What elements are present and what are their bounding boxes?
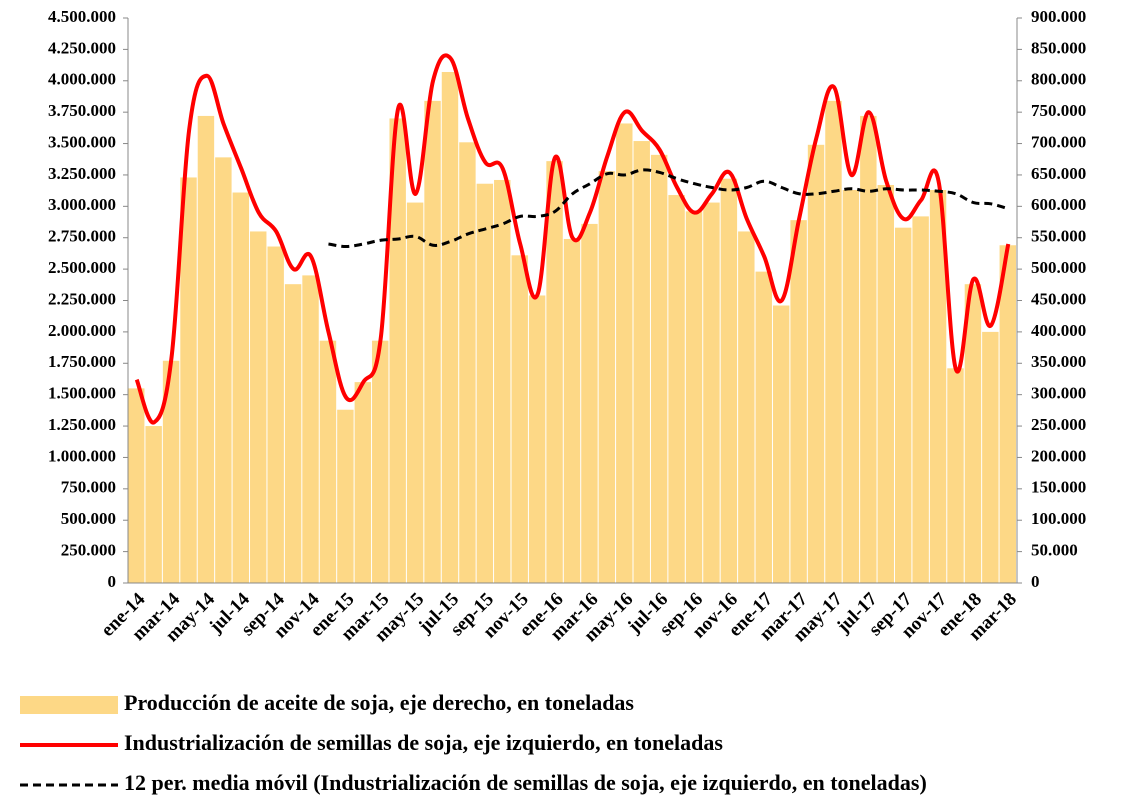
- bar: [807, 144, 825, 584]
- bar: [703, 202, 720, 584]
- y2-tick-label: 300.000: [1031, 384, 1086, 403]
- y2-tick-label: 500.000: [1031, 258, 1086, 277]
- bar: [511, 255, 528, 584]
- bar: [250, 231, 267, 583]
- y2-tick-label: 200.000: [1031, 446, 1086, 465]
- y2-tick-label: 0: [1031, 572, 1040, 591]
- bar: [668, 195, 685, 584]
- bar: [877, 184, 894, 583]
- y-tick-label: 2.500.000: [48, 258, 116, 277]
- line: [134, 53, 1011, 425]
- y2-tick-label: 650.000: [1031, 164, 1086, 183]
- bar: [389, 118, 406, 583]
- y2-tick-label: 450.000: [1031, 289, 1086, 308]
- bar: [162, 360, 180, 583]
- legend-label: 12 per. media móvil (Industrialización d…: [124, 770, 927, 795]
- bar: [302, 275, 319, 583]
- bar: [633, 141, 650, 584]
- bar: [528, 295, 546, 583]
- y-tick-label: 4.500.000: [48, 7, 116, 26]
- y2-tick-label: 100.000: [1031, 509, 1086, 528]
- y-tick-label: 750.000: [61, 478, 116, 497]
- bar: [563, 238, 581, 583]
- y2-tick-label: 750.000: [1031, 101, 1086, 120]
- y2-tick-label: 150.000: [1031, 478, 1086, 497]
- y-tick-label: 3.500.000: [48, 132, 116, 151]
- y-tick-label: 3.250.000: [48, 164, 116, 183]
- bar: [581, 223, 598, 583]
- y2-tick-label: 800.000: [1031, 70, 1086, 89]
- y2-tick-label: 400.000: [1031, 321, 1086, 340]
- bar: [494, 179, 511, 583]
- bar: [929, 190, 947, 583]
- y-tick-label: 2.000.000: [48, 321, 116, 340]
- bar: [354, 382, 372, 583]
- bar: [755, 271, 772, 583]
- bar: [232, 192, 250, 583]
- bar: [912, 216, 929, 583]
- bar: [650, 154, 668, 583]
- bar: [964, 284, 982, 583]
- bar: [459, 142, 476, 584]
- bar: [825, 100, 842, 583]
- bar: [441, 71, 459, 583]
- bar: [267, 246, 284, 583]
- y-tick-label: 500.000: [61, 509, 116, 528]
- bar: [180, 177, 197, 583]
- y-tick-label: 3.000.000: [48, 195, 116, 214]
- y-tick-label: 2.250.000: [48, 289, 116, 308]
- bar: [894, 227, 912, 583]
- bar: [476, 183, 494, 583]
- y2-tick-label: 700.000: [1031, 132, 1086, 151]
- bar: [372, 340, 389, 583]
- legend-swatch: [20, 696, 118, 714]
- y2-tick-label: 600.000: [1031, 195, 1086, 214]
- y2-tick-label: 50.000: [1031, 541, 1078, 560]
- y2-tick-label: 350.000: [1031, 352, 1086, 371]
- bar: [424, 100, 441, 583]
- bar: [842, 190, 860, 583]
- y-tick-label: 1.000.000: [48, 446, 116, 465]
- bar: [598, 171, 616, 583]
- bar: [319, 340, 337, 583]
- bar: [982, 331, 999, 583]
- y-tick-label: 4.250.000: [48, 38, 116, 57]
- bar: [128, 388, 145, 583]
- bar: [145, 426, 162, 583]
- y-tick-label: 1.750.000: [48, 352, 116, 371]
- y-tick-label: 2.750.000: [48, 227, 116, 246]
- bar: [337, 409, 354, 583]
- bar: [999, 245, 1016, 583]
- bar: [947, 368, 964, 583]
- legend-label: Industrialización de semillas de soja, e…: [124, 730, 723, 755]
- bar: [215, 157, 232, 583]
- bar: [738, 231, 755, 583]
- legend-label: Producción de aceite de soja, eje derech…: [124, 690, 634, 715]
- bar: [284, 284, 302, 583]
- y-tick-label: 3.750.000: [48, 101, 116, 120]
- bar: [685, 211, 703, 583]
- y2-tick-label: 850.000: [1031, 38, 1086, 57]
- bar: [546, 161, 563, 583]
- y-tick-label: 250.000: [61, 541, 116, 560]
- bar: [197, 115, 215, 583]
- y-tick-label: 1.500.000: [48, 384, 116, 403]
- y-tick-label: 4.000.000: [48, 70, 116, 89]
- bar: [790, 220, 807, 583]
- bar: [720, 178, 738, 583]
- y-tick-label: 1.250.000: [48, 415, 116, 434]
- y-tick-label: 0: [108, 572, 117, 591]
- y2-tick-label: 550.000: [1031, 227, 1086, 246]
- y2-tick-label: 900.000: [1031, 7, 1086, 26]
- bar: [772, 305, 790, 583]
- y2-tick-label: 250.000: [1031, 415, 1086, 434]
- bar: [616, 123, 633, 583]
- bar: [406, 202, 424, 584]
- bar: [860, 115, 877, 583]
